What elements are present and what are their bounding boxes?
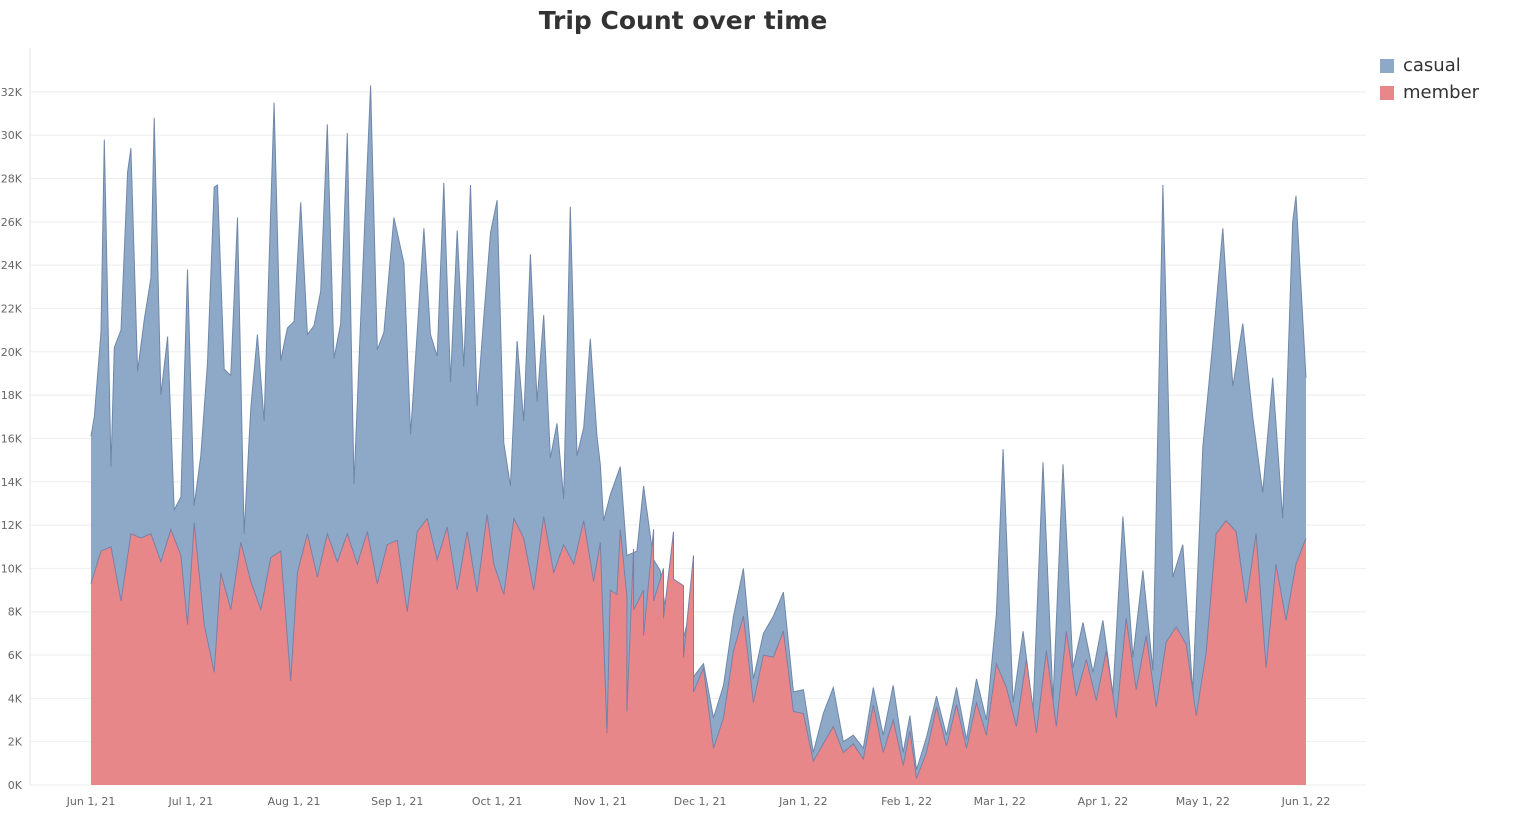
y-tick-label: 4K — [8, 692, 23, 705]
series-line-member — [90, 514, 1307, 779]
y-tick-label: 0K — [8, 779, 23, 792]
y-tick-label: 10K — [1, 562, 23, 575]
y-tick-label: 24K — [1, 259, 23, 272]
x-tick-label: Jun 1, 22 — [1281, 795, 1331, 808]
y-tick-label: 8K — [8, 606, 23, 619]
x-tick-label: Apr 1, 22 — [1078, 795, 1129, 808]
legend-swatch-member — [1380, 85, 1394, 100]
x-tick-label: Mar 1, 22 — [974, 795, 1026, 808]
x-tick-label: Sep 1, 21 — [371, 795, 423, 808]
y-tick-label: 18K — [1, 389, 23, 402]
y-tick-label: 26K — [1, 216, 23, 229]
series-area-member — [91, 514, 1306, 785]
y-tick-label: 30K — [1, 129, 23, 142]
x-tick-label: May 1, 22 — [1176, 795, 1230, 808]
y-tick-label: 22K — [1, 302, 23, 315]
y-tick-label: 14K — [1, 476, 23, 489]
x-tick-label: Jan 1, 22 — [778, 795, 827, 808]
legend-label-casual: casual — [1403, 55, 1461, 76]
x-tick-label: Jun 1, 21 — [66, 795, 116, 808]
chart-title: Trip Count over time — [538, 6, 828, 35]
y-tick-label: 32K — [1, 86, 23, 99]
legend-item-member[interactable]: member — [1380, 79, 1479, 106]
x-tick-label: Dec 1, 21 — [674, 795, 727, 808]
y-tick-label: 6K — [8, 649, 23, 662]
legend-label-member: member — [1403, 82, 1480, 103]
series-line-casual — [90, 85, 1307, 770]
x-tick-label: Feb 1, 22 — [881, 795, 932, 808]
y-tick-label: 2K — [8, 736, 23, 749]
x-tick-label: Nov 1, 21 — [574, 795, 627, 808]
trip-count-chart: 0K 2K 4K 6K 8K 10K 12K 14K 16K 18K 20K 22K 24K 26K 28K… — [1, 48, 1366, 808]
y-tick-label: 16K — [1, 432, 23, 445]
legend-item-casual[interactable]: casual — [1380, 52, 1479, 79]
legend: casual member — [1380, 52, 1479, 106]
x-tick-label: Jul 1, 21 — [167, 795, 213, 808]
legend-swatch-casual — [1380, 58, 1394, 73]
x-tick-label: Aug 1, 21 — [268, 795, 321, 808]
y-tick-label: 28K — [1, 173, 23, 186]
y-tick-label: 20K — [1, 346, 23, 359]
y-tick-label: 12K — [1, 519, 23, 532]
x-tick-label: Oct 1, 21 — [472, 795, 523, 808]
